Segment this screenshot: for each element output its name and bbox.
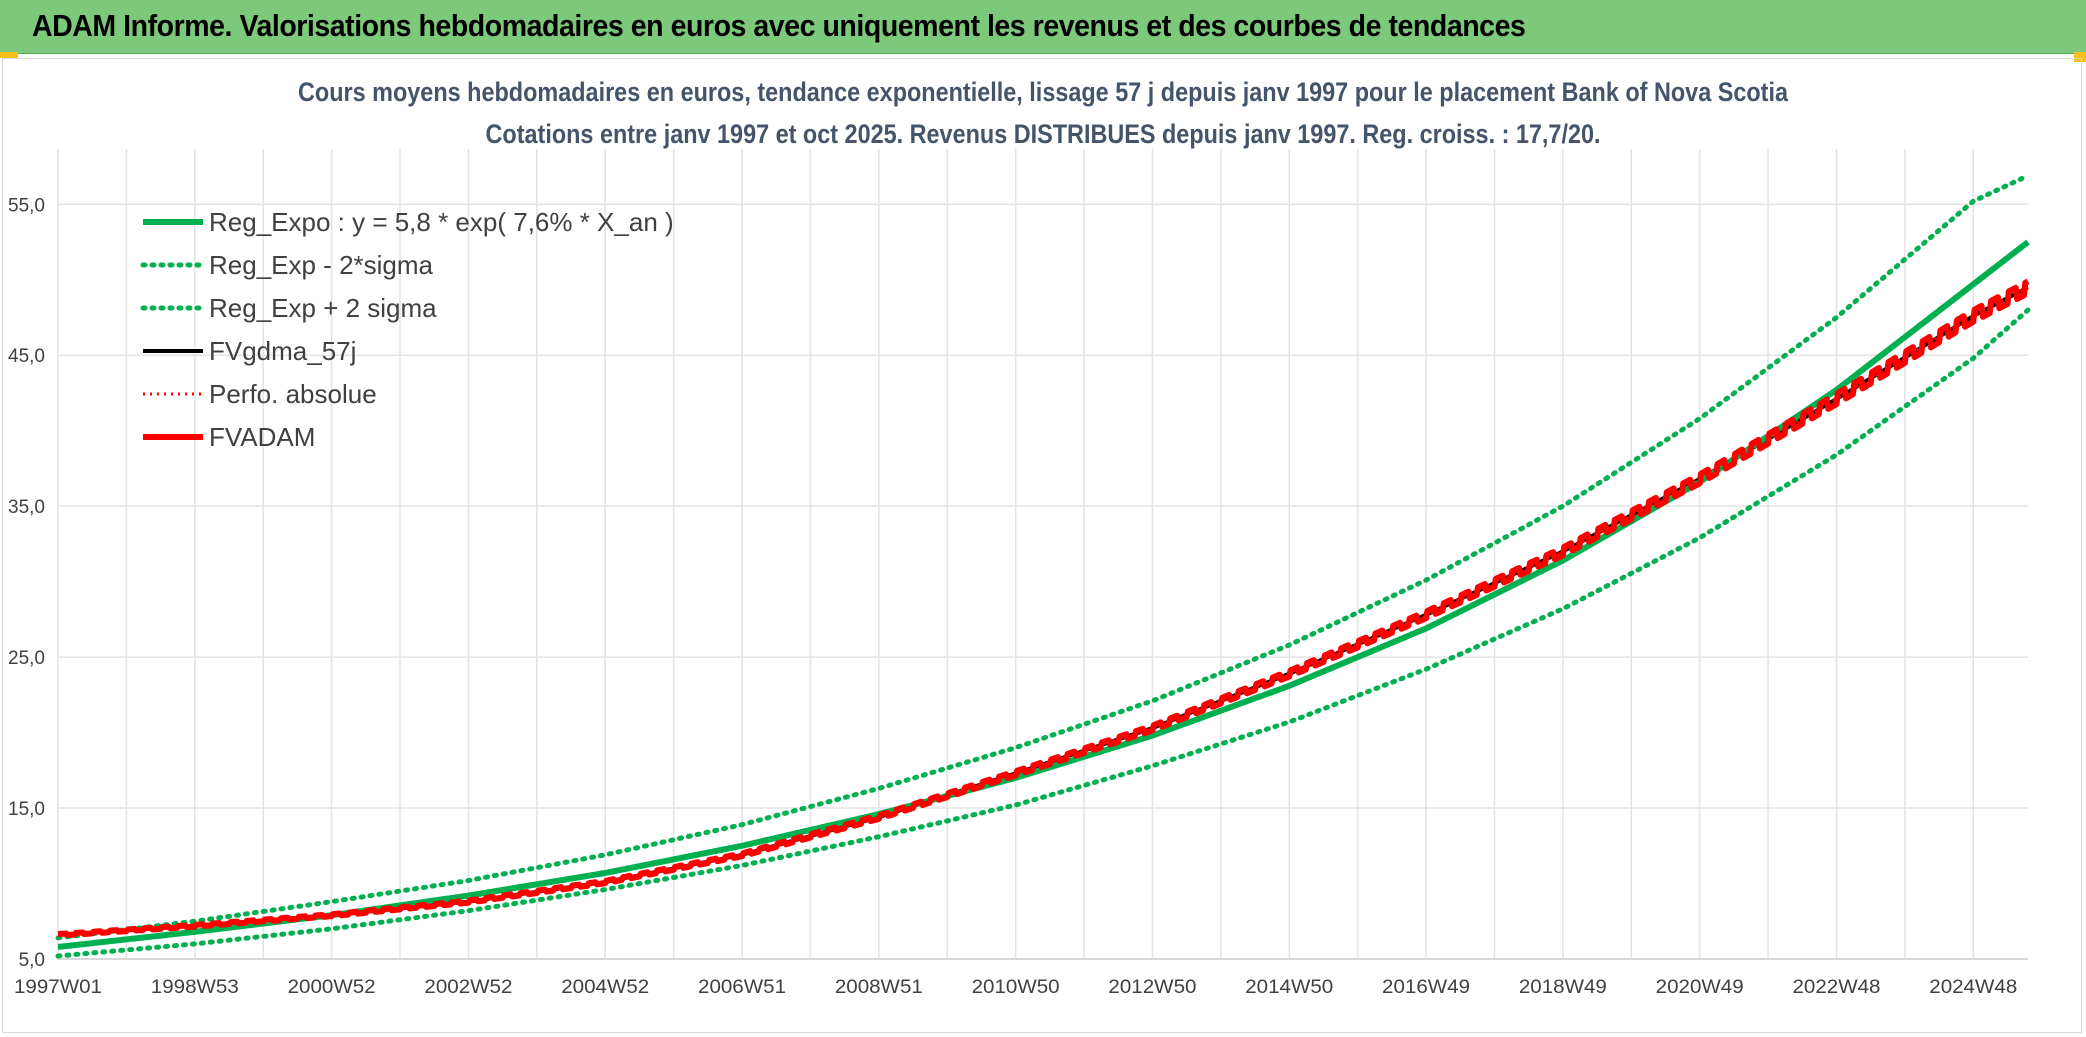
chart-title-line: Cours moyens hebdomadaires en euros, ten…	[298, 77, 1789, 107]
x-tick-label: 2024W48	[1929, 977, 2017, 998]
report-banner: ADAM Informe. Valorisations hebdomadaire…	[0, 0, 2086, 54]
x-tick-label: 2018W49	[1519, 977, 1607, 998]
x-tick-label: 2020W49	[1656, 977, 1744, 998]
report-title: ADAM Informe. Valorisations hebdomadaire…	[32, 8, 1526, 43]
y-tick-label: 25,0	[8, 648, 45, 669]
legend: Reg_Expo : y = 5,8 * exp( 7,6% * X_an ) R…	[140, 207, 674, 452]
chart-title-line: Cotations entre janv 1997 et oct 2025. R…	[486, 119, 1601, 149]
corner-accent-left	[0, 52, 18, 58]
chart-title: Cours moyens hebdomadaires en euros, ten…	[298, 77, 1789, 149]
x-tick-label: 2002W52	[424, 977, 512, 998]
y-tick-label: 35,0	[8, 497, 45, 518]
chart-frame: Cours moyens hebdomadaires en euros, ten…	[2, 58, 2082, 1033]
grid	[57, 149, 2028, 960]
y-tick-label: 5,0	[19, 950, 45, 971]
legend-label: Perfo. absolue	[209, 379, 377, 409]
corner-accent-right	[2074, 52, 2086, 62]
x-tick-label: 2014W50	[1245, 977, 1333, 998]
legend-label: Reg_Exp + 2 sigma	[209, 293, 437, 323]
x-tick-label: 2010W50	[972, 977, 1060, 998]
x-tick-label: 2022W48	[1792, 977, 1880, 998]
x-tick-label: 1997W01	[14, 977, 102, 998]
series-line-5	[56, 278, 2030, 938]
x-tick-label: 2004W52	[561, 977, 649, 998]
series-lines	[55, 173, 2031, 959]
y-axis-ticks: 5,0 15,0 25,0 35,0 45,0 55,0	[8, 195, 45, 971]
x-tick-label: 2008W51	[835, 977, 923, 998]
x-tick-label: 1998W53	[151, 977, 239, 998]
series-line-1	[55, 307, 2031, 959]
legend-label: FVgdma_57j	[209, 336, 356, 366]
x-axis-ticks: 1997W01 1998W53 2000W52 2002W52 2004W52 2006W…	[14, 977, 2017, 998]
line-chart: Cours moyens hebdomadaires en euros, ten…	[8, 77, 2031, 998]
legend-label: Reg_Expo : y = 5,8 * exp( 7,6% * X_an )	[209, 207, 674, 237]
y-tick-label: 15,0	[8, 799, 45, 820]
x-tick-label: 2006W51	[698, 977, 786, 998]
series-line-2	[55, 173, 2031, 941]
y-tick-label: 45,0	[8, 346, 45, 367]
y-tick-label: 55,0	[8, 195, 45, 216]
legend-label: FVADAM	[209, 422, 315, 452]
legend-label: Reg_Exp - 2*sigma	[209, 250, 434, 280]
x-tick-label: 2000W52	[288, 977, 376, 998]
x-tick-label: 2012W50	[1108, 977, 1196, 998]
x-tick-label: 2016W49	[1382, 977, 1470, 998]
